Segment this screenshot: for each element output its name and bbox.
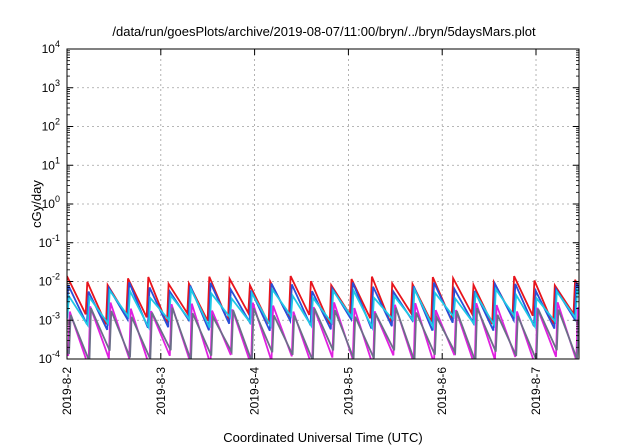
x-tick-label: 2019-8-3 [154,367,168,415]
x-tick-label: 2019-8-7 [529,367,543,415]
y-tick-label: 10-1 [39,233,60,250]
y-tick-label: 101 [42,155,60,172]
y-axis-title: cGy/day [29,180,44,228]
y-tick-label: 102 [42,117,60,134]
x-tick-label: 2019-8-4 [248,367,262,415]
x-axis-title: Coordinated Universal Time (UTC) [223,430,422,445]
x-tick-label: 2019-8-2 [60,367,74,415]
x-tick-label: 2019-8-6 [435,367,449,415]
grid [66,48,579,360]
y-tick-label: 103 [42,78,60,95]
series-line-5 [67,307,579,359]
y-tick-label: 10-3 [39,310,60,327]
y-tick-label: 10-4 [39,349,60,366]
x-tick-label: 2019-8-5 [341,367,355,415]
y-tick-label: 100 [42,194,60,211]
series-line-3 [67,285,579,332]
series-group [67,274,579,359]
series-line-1 [67,274,579,325]
chart-title: /data/run/goesPlots/archive/2019-08-07/1… [112,24,536,39]
y-tick-label: 10-2 [39,272,60,289]
y-tick-label: 104 [42,39,60,56]
ticks: 10-4 10-3 10-2 10-1 100 101 102 103 104 2019-8-2 2… [39,39,579,415]
